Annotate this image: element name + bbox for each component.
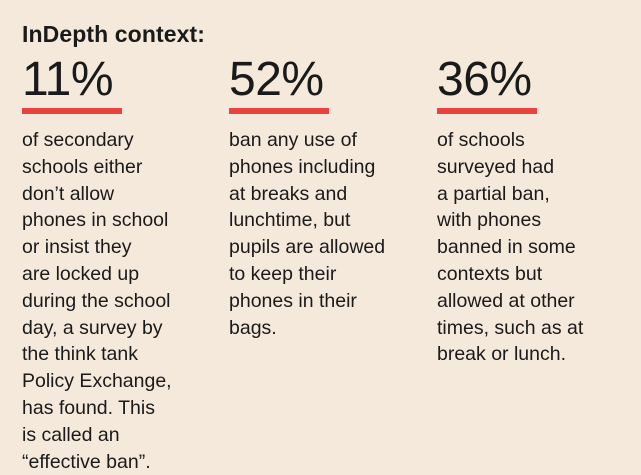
stat-underline: [22, 108, 122, 114]
stat-underline: [437, 108, 537, 114]
stat-column-partial-ban: 36% of schools surveyed had a partial ba…: [437, 56, 627, 368]
stat-description: of schools surveyed had a partial ban, w…: [437, 129, 584, 366]
stat-column-secondary-effective-ban: 11% of secondary schools either don’t al…: [22, 56, 212, 475]
stat-column-ban-any-use: 52% ban any use of phones including at b…: [229, 56, 419, 341]
stat-underline: [229, 108, 329, 114]
stat-value: 52%: [229, 53, 324, 106]
stat-value: 36%: [437, 53, 532, 106]
page-title: InDepth context:: [22, 21, 206, 47]
stat-description: of secondary schools either don’t allow …: [22, 129, 172, 473]
stat-value: 11%: [22, 53, 114, 106]
stat-description: ban any use of phones including at break…: [229, 129, 386, 339]
